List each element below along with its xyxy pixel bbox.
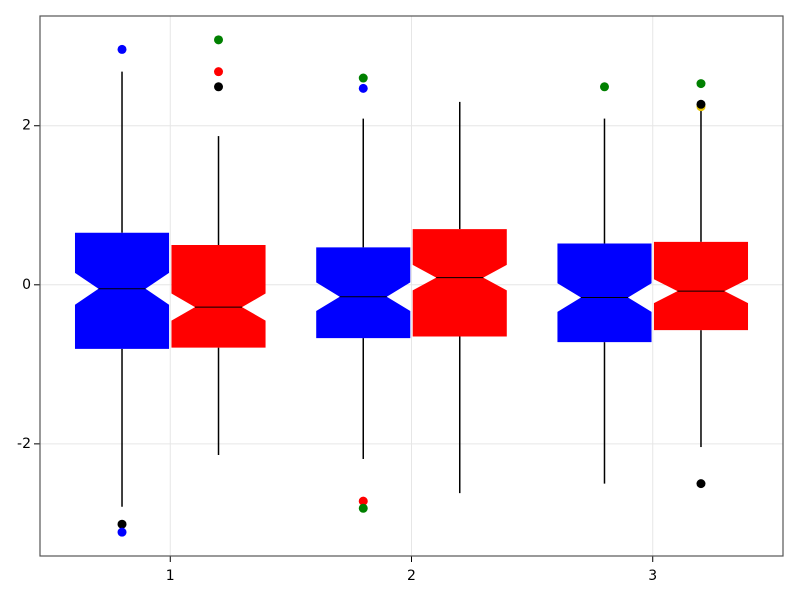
outlier xyxy=(358,496,368,506)
outlier xyxy=(696,99,706,109)
box xyxy=(74,232,170,349)
y-tick-label: 2 xyxy=(22,118,31,134)
outlier xyxy=(358,73,368,83)
x-tick-label: 3 xyxy=(648,568,657,584)
box xyxy=(557,243,652,343)
box xyxy=(412,229,507,337)
box xyxy=(316,247,411,339)
y-tick-label: 0 xyxy=(22,277,31,293)
y-tick-label: -2 xyxy=(17,436,31,452)
outlier xyxy=(696,479,706,489)
x-tick-label: 1 xyxy=(166,568,175,584)
outlier xyxy=(358,503,368,513)
x-tick-label: 2 xyxy=(407,568,416,584)
outlier xyxy=(214,82,224,92)
outlier xyxy=(117,519,127,529)
box xyxy=(171,245,266,348)
outlier xyxy=(214,67,224,77)
outlier xyxy=(696,79,706,89)
outlier xyxy=(117,527,127,537)
plot-frame xyxy=(39,15,784,557)
outlier xyxy=(117,44,127,54)
outlier xyxy=(358,83,368,93)
outlier xyxy=(599,82,609,92)
outlier xyxy=(214,35,224,45)
box xyxy=(653,241,749,331)
